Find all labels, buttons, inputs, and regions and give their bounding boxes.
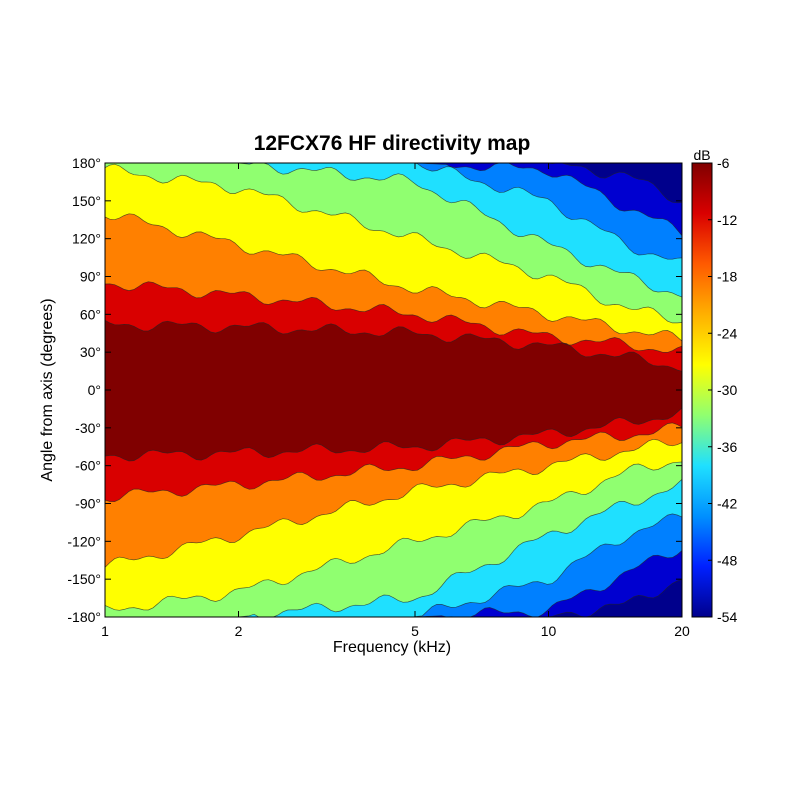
contour-band-6db [105, 320, 682, 461]
y-tick-label: 120° [72, 231, 101, 247]
contour-line-upper [104, 281, 683, 353]
y-tick-label: -180° [67, 609, 101, 625]
colorbar-tick-label: -12 [717, 212, 737, 228]
y-tick-label: 60° [80, 306, 101, 322]
x-tick-label: 10 [541, 623, 557, 639]
x-tick-label: 5 [411, 623, 419, 639]
colorbar-tick-label: -48 [717, 552, 737, 568]
y-tick-label: -60° [75, 458, 101, 474]
y-axis-label: Angle from axis (degrees) [39, 298, 56, 481]
contour-line-upper [104, 213, 683, 342]
x-axis-label: Frequency (kHz) [333, 639, 451, 656]
x-tick-label: 2 [235, 623, 243, 639]
x-axis: 1 2 5 10 20 [101, 163, 690, 639]
colorbar-tick-label: -18 [717, 269, 737, 285]
y-tick-label: 0° [88, 382, 101, 398]
y-tick-label: -30° [75, 420, 101, 436]
x-tick-label: 20 [674, 623, 690, 639]
colorbar-tick-label: -54 [717, 609, 737, 625]
colorbar-tick-label: -42 [717, 496, 737, 512]
colorbar-tick-label: -6 [717, 155, 730, 171]
y-tick-label: 90° [80, 269, 101, 285]
colorbar-tick-label: -30 [717, 382, 737, 398]
colorbar-unit: dB [693, 147, 710, 163]
y-tick-label: 150° [72, 193, 101, 209]
contour-line-lower [104, 407, 683, 462]
contour-line-lower [104, 422, 683, 502]
contour-line-upper [104, 319, 683, 372]
contour-line-upper [104, 163, 683, 324]
contour-line-lower [104, 438, 683, 568]
y-tick-label: -90° [75, 496, 101, 512]
colorbar-tick-label: -24 [717, 325, 737, 341]
y-tick-label: 30° [80, 344, 101, 360]
y-tick-label: -120° [67, 533, 101, 549]
colorbar: -6 -12 -18 -24 -30 -36 -42 -48 -54 [691, 155, 737, 625]
x-tick-label: 1 [101, 623, 109, 639]
colorbar-tick-label: -36 [717, 439, 737, 455]
contour-line-lower [104, 461, 683, 611]
y-axis: 180° 150° 120° 90° 60° 30° 0° -30° -60° -90° -120°… [67, 155, 682, 625]
y-tick-label: -150° [67, 571, 101, 587]
chart-title: 12FCX76 HF directivity map [254, 132, 531, 155]
y-tick-label: 180° [72, 155, 101, 171]
